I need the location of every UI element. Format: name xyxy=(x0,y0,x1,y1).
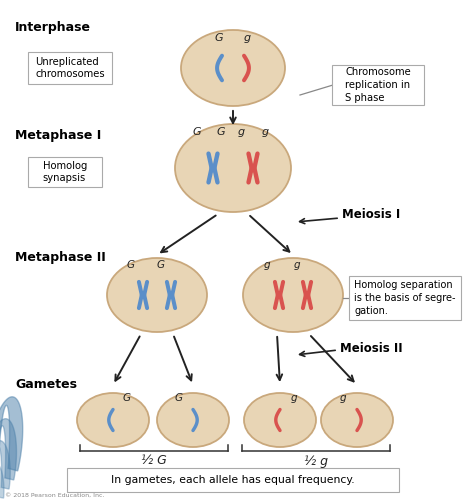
Ellipse shape xyxy=(181,30,285,106)
Text: Gametes: Gametes xyxy=(15,378,77,392)
Text: Meiosis II: Meiosis II xyxy=(340,342,403,354)
Text: g: g xyxy=(294,260,300,270)
Polygon shape xyxy=(0,440,10,489)
Text: Meiosis I: Meiosis I xyxy=(342,208,400,222)
FancyBboxPatch shape xyxy=(67,468,399,492)
Text: Homolog
synapsis: Homolog synapsis xyxy=(43,160,87,184)
FancyBboxPatch shape xyxy=(28,52,112,84)
Text: Unreplicated
chromosomes: Unreplicated chromosomes xyxy=(35,56,105,80)
Text: g: g xyxy=(262,127,269,137)
Ellipse shape xyxy=(77,393,149,447)
Text: G: G xyxy=(217,127,225,137)
FancyBboxPatch shape xyxy=(28,157,102,187)
Text: G: G xyxy=(157,260,165,270)
Ellipse shape xyxy=(157,393,229,447)
Text: Metaphase II: Metaphase II xyxy=(15,252,106,264)
Text: ½ G: ½ G xyxy=(141,454,167,468)
Polygon shape xyxy=(0,462,4,498)
Text: G: G xyxy=(175,393,183,403)
Text: g: g xyxy=(290,393,297,403)
Text: Homolog separation
is the basis of segre-
gation.: Homolog separation is the basis of segre… xyxy=(354,280,456,316)
Text: g: g xyxy=(340,393,347,403)
Polygon shape xyxy=(0,418,16,480)
Text: g: g xyxy=(237,127,245,137)
Ellipse shape xyxy=(175,124,291,212)
Ellipse shape xyxy=(243,258,343,332)
Text: © 2018 Pearson Education, Inc.: © 2018 Pearson Education, Inc. xyxy=(5,493,105,498)
FancyBboxPatch shape xyxy=(349,276,461,320)
Text: Metaphase I: Metaphase I xyxy=(15,128,101,141)
Text: G: G xyxy=(193,127,201,137)
Text: Interphase: Interphase xyxy=(15,22,91,35)
Polygon shape xyxy=(0,397,23,471)
Ellipse shape xyxy=(244,393,316,447)
FancyBboxPatch shape xyxy=(332,65,424,105)
Ellipse shape xyxy=(107,258,207,332)
Ellipse shape xyxy=(321,393,393,447)
Text: G: G xyxy=(215,33,223,43)
Text: G: G xyxy=(123,393,131,403)
Text: ½ g: ½ g xyxy=(304,454,328,468)
Text: G: G xyxy=(127,260,135,270)
Text: In gametes, each allele has equal frequency.: In gametes, each allele has equal freque… xyxy=(111,475,355,485)
Text: Chromosome
replication in
S phase: Chromosome replication in S phase xyxy=(345,67,411,103)
Text: g: g xyxy=(243,33,251,43)
Text: g: g xyxy=(264,260,270,270)
